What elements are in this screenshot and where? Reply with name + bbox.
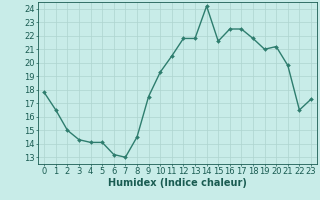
- X-axis label: Humidex (Indice chaleur): Humidex (Indice chaleur): [108, 178, 247, 188]
